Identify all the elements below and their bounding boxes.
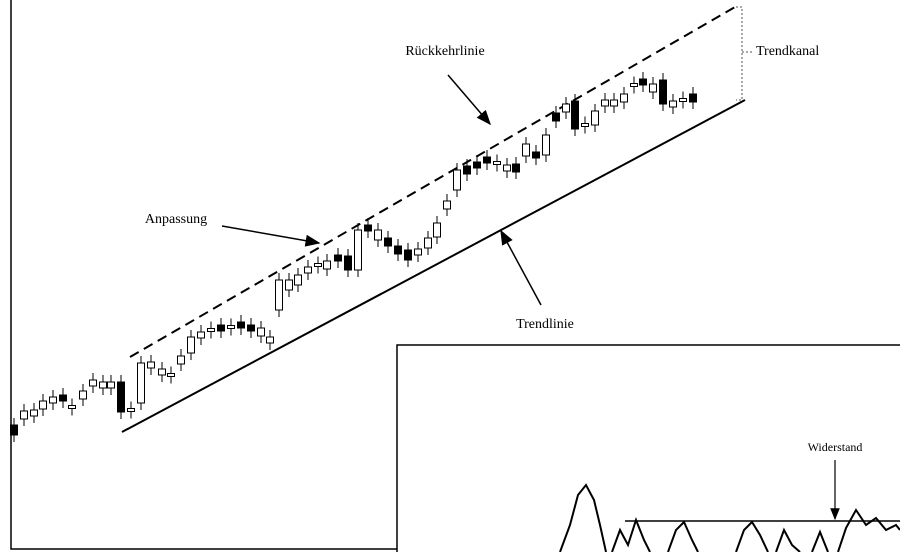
candle-body <box>679 98 687 102</box>
candle-body <box>177 355 185 365</box>
candle-body <box>503 164 511 172</box>
candle-body <box>20 410 28 420</box>
return-line <box>129 6 736 358</box>
resistance-label: Widerstand <box>808 440 863 454</box>
candle-body <box>394 245 402 255</box>
candle-body <box>227 325 235 329</box>
candle-body <box>630 83 638 87</box>
candle-body <box>591 110 599 126</box>
candle-body <box>49 396 57 404</box>
candle-body <box>581 123 589 127</box>
candle-body <box>79 390 87 400</box>
candle-body <box>89 379 97 387</box>
candle-body <box>374 229 382 241</box>
candle-body <box>285 279 293 291</box>
candle-body <box>344 255 352 271</box>
main-frame <box>10 0 398 550</box>
candle-body <box>127 408 135 412</box>
candle-body <box>659 79 667 105</box>
candle-body <box>384 237 392 247</box>
candle-body <box>10 424 18 436</box>
candle-body <box>620 93 628 103</box>
candle-body <box>334 254 342 262</box>
candle-body <box>304 266 312 274</box>
candle-body <box>453 169 461 191</box>
candle-body <box>137 362 145 404</box>
candle-body <box>107 381 115 389</box>
candle-body <box>532 151 540 159</box>
candle-body <box>167 373 175 377</box>
candle-body <box>463 165 471 175</box>
candle-body <box>414 248 422 256</box>
candle-body <box>197 331 205 339</box>
candle-body <box>187 336 195 354</box>
candle-body <box>562 103 570 113</box>
candle-body <box>689 93 697 103</box>
trend-line-label: Trendlinie <box>516 317 574 332</box>
candle-body <box>294 274 302 286</box>
candle-body <box>512 163 520 173</box>
candle-body <box>424 237 432 249</box>
candle-body <box>59 394 67 402</box>
channel-bracket <box>736 6 752 101</box>
candle-body <box>433 222 441 238</box>
candle-body <box>275 279 283 311</box>
candlesticks <box>10 72 697 442</box>
candle-body <box>266 336 274 344</box>
candle-body <box>610 99 618 107</box>
candle-body <box>99 381 107 389</box>
candle-body <box>483 156 491 164</box>
candle-body <box>323 260 331 270</box>
trend-line <box>121 99 746 433</box>
trend-channel-label: Trendkanal <box>756 44 819 59</box>
candle-body <box>364 224 372 232</box>
return-line-label: Rückkehrlinie <box>405 44 484 59</box>
candle-body <box>354 229 362 271</box>
candle-body <box>443 200 451 210</box>
candle-body <box>669 100 677 108</box>
arrows <box>221 74 542 306</box>
candle-body <box>493 161 501 165</box>
candle-body <box>68 405 76 409</box>
candle-body <box>473 161 481 169</box>
candle-body <box>30 409 38 417</box>
candle-body <box>552 112 560 122</box>
candle-body <box>314 263 322 267</box>
candle-body <box>257 327 265 337</box>
candle-body <box>247 324 255 332</box>
candle-body <box>147 361 155 369</box>
candle-body <box>117 381 125 413</box>
candle-body <box>522 143 530 157</box>
candle-body <box>542 134 550 156</box>
candle-body <box>158 368 166 376</box>
candle-body <box>601 99 609 107</box>
adjustment-label: Anpassung <box>145 212 207 227</box>
candle-body <box>207 328 215 332</box>
candle-body <box>571 100 579 130</box>
candle-body <box>237 321 245 329</box>
candle-body <box>649 83 657 93</box>
inset-chart <box>396 344 900 552</box>
candle-body <box>639 78 647 86</box>
candle-body <box>404 249 412 261</box>
candle-body <box>217 324 225 332</box>
candle-body <box>39 400 47 410</box>
